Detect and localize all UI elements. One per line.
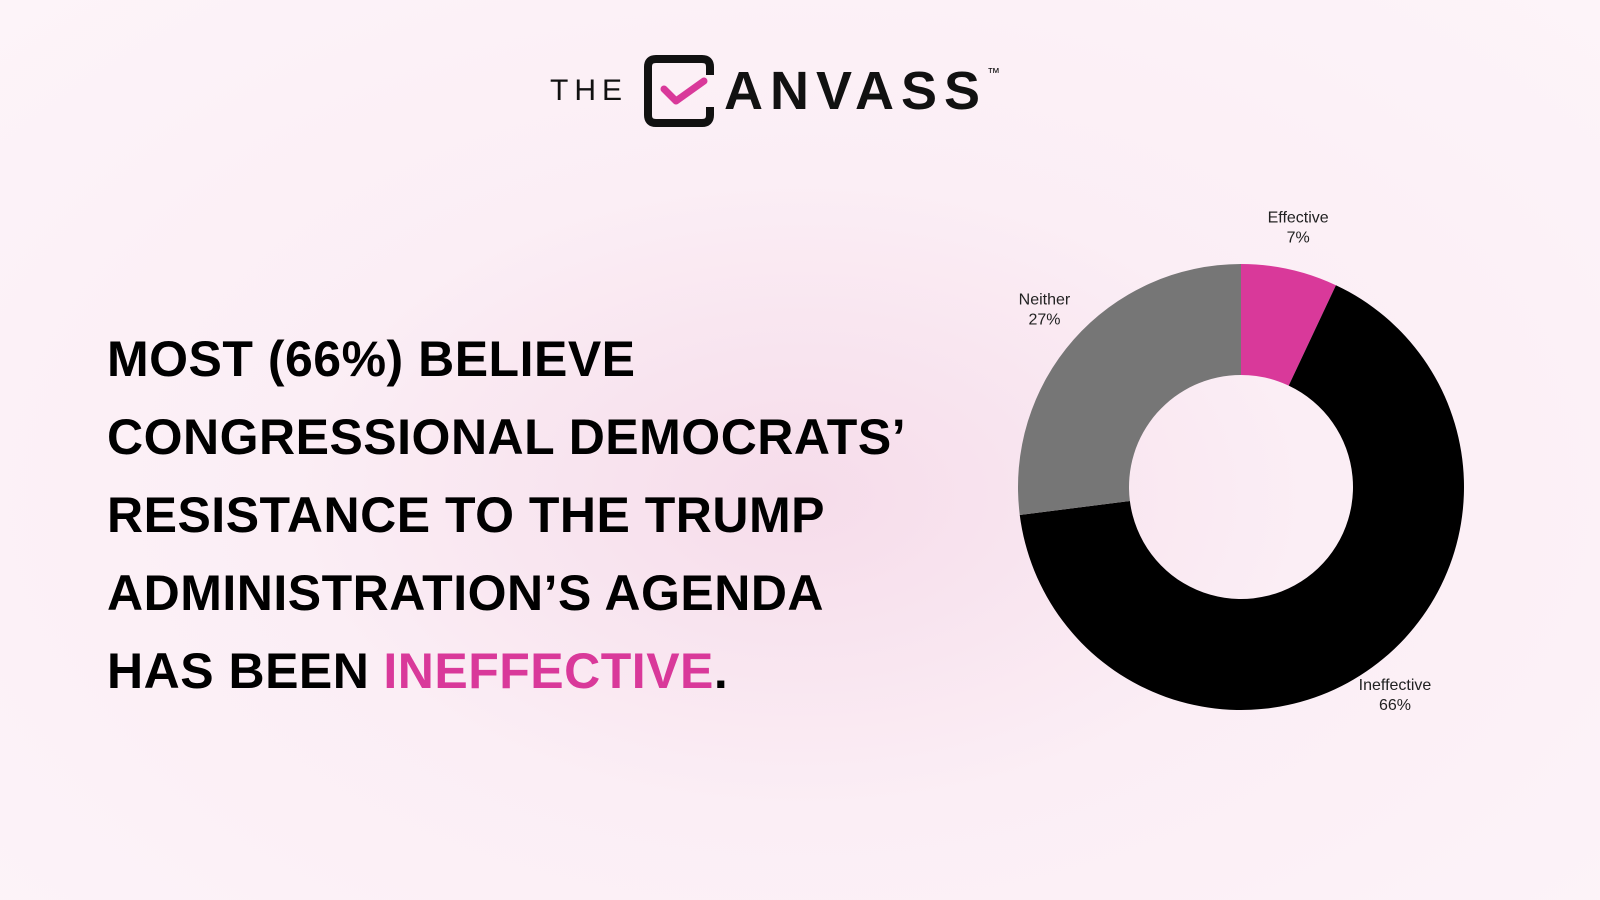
logo-checkbox [644,55,714,127]
logo-prefix: THE [550,74,628,107]
donut-segment [1241,264,1336,386]
logo-name: ANVASS [724,61,988,121]
headline-line: CONGRESSIONAL DEMOCRATS’ [107,409,907,465]
donut-segment [1018,264,1241,515]
headline-end: . [713,643,729,699]
headline-line: HAS BEEN INEFFECTIVE. [107,632,906,710]
headline-text: HAS BEEN [107,643,370,699]
segment-label: Neither [1019,292,1071,309]
segment-value: 66% [1379,697,1411,714]
segment-value: 27% [1028,312,1060,329]
headline-line: RESISTANCE TO THE TRUMP [107,487,826,543]
headline: MOST (66%) BELIEVE CONGRESSIONAL DEMOCRAT… [107,320,906,710]
logo-trademark: ™ [987,65,1001,80]
headline-line: ADMINISTRATION’S AGENDA [107,565,825,621]
segment-label: Ineffective [1359,677,1432,694]
logo: THE ANVASS ™ [550,55,1000,127]
segment-label: Effective [1268,209,1329,226]
donut-segment [1019,285,1464,710]
headline-line: MOST (66%) BELIEVE [107,331,636,387]
headline-highlight: INEFFECTIVE [383,643,714,699]
segment-value: 7% [1287,229,1310,246]
